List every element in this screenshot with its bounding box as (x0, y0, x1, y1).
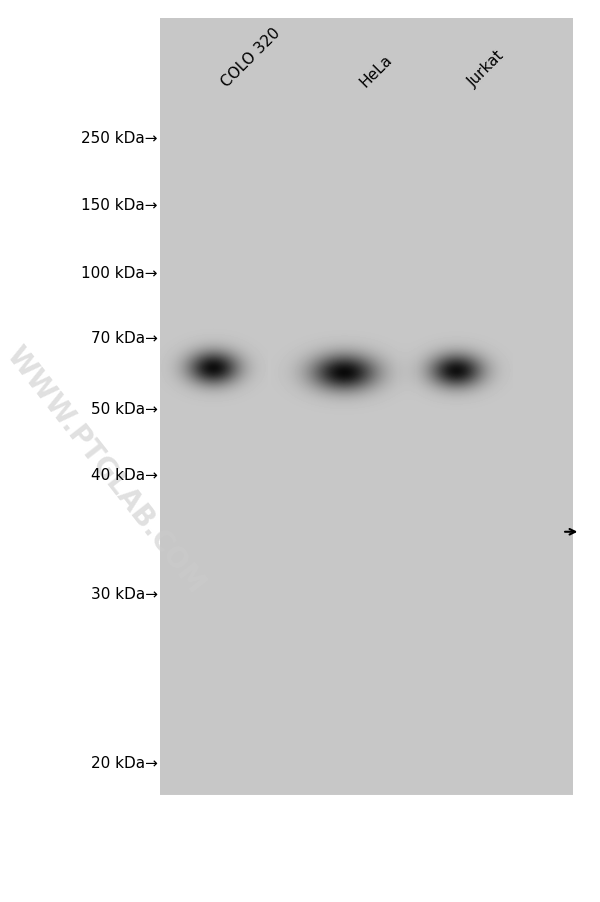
Text: 40 kDa→: 40 kDa→ (91, 468, 158, 483)
Text: 30 kDa→: 30 kDa→ (91, 586, 158, 601)
Text: 250 kDa→: 250 kDa→ (82, 131, 158, 145)
Text: 100 kDa→: 100 kDa→ (82, 266, 158, 281)
Bar (161, 106, 573, 882)
Text: COLO 320: COLO 320 (219, 25, 284, 90)
Text: 20 kDa→: 20 kDa→ (91, 755, 158, 769)
Text: Jurkat: Jurkat (465, 48, 507, 90)
Text: 50 kDa→: 50 kDa→ (91, 401, 158, 416)
Text: 150 kDa→: 150 kDa→ (82, 198, 158, 213)
Text: WWW.PTGLAB.COM: WWW.PTGLAB.COM (0, 341, 210, 597)
Text: 70 kDa→: 70 kDa→ (91, 331, 158, 345)
Text: HeLa: HeLa (357, 52, 395, 90)
